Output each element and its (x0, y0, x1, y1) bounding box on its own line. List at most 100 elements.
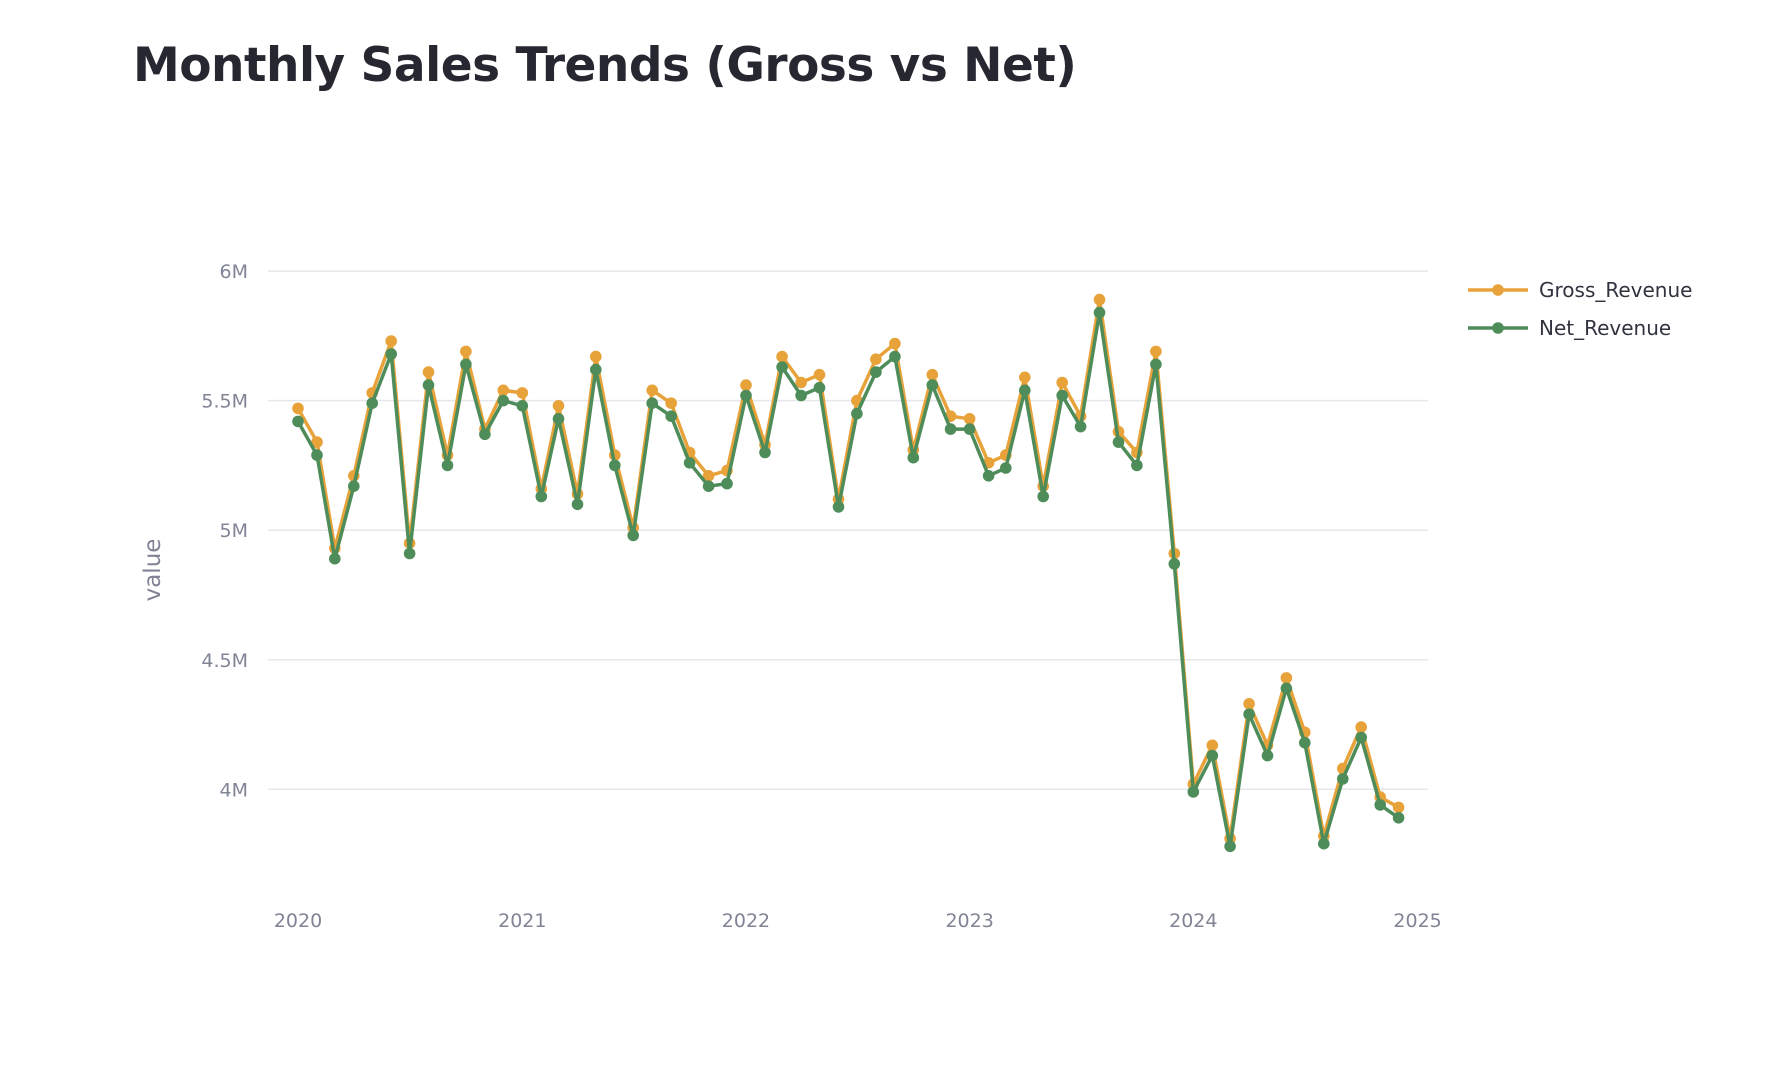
data-point[interactable] (348, 480, 360, 493)
data-point[interactable] (422, 366, 435, 378)
data-point[interactable] (627, 529, 639, 542)
data-point[interactable] (1056, 389, 1068, 402)
data-point[interactable] (479, 428, 491, 441)
data-point[interactable] (1112, 436, 1125, 448)
data-point[interactable] (646, 397, 658, 410)
data-point[interactable] (683, 457, 696, 469)
data-point[interactable] (1337, 773, 1349, 785)
data-point[interactable] (311, 449, 323, 461)
data-point[interactable] (1150, 345, 1162, 358)
data-point[interactable] (366, 397, 379, 410)
data-point[interactable] (1056, 376, 1068, 389)
data-point[interactable] (1299, 736, 1311, 749)
data-point[interactable] (759, 446, 771, 459)
data-point[interactable] (740, 389, 752, 402)
data-point[interactable] (963, 413, 976, 425)
y-axis: 4M 4.5M 5M 5.5M 6M (201, 261, 248, 801)
legend-swatch-marker (1492, 322, 1504, 334)
data-point[interactable] (665, 397, 677, 410)
data-point[interactable] (1150, 358, 1162, 371)
data-point[interactable] (795, 389, 807, 402)
data-point[interactable] (329, 552, 341, 565)
data-point[interactable] (702, 480, 715, 493)
data-point[interactable] (292, 415, 304, 428)
data-point[interactable] (460, 345, 472, 358)
data-point[interactable] (907, 451, 920, 464)
data-point[interactable] (1374, 799, 1386, 811)
data-point[interactable] (590, 363, 602, 376)
data-point[interactable] (740, 379, 752, 391)
data-point[interactable] (1093, 293, 1106, 306)
data-point[interactable] (385, 348, 398, 360)
data-point[interactable] (385, 335, 398, 347)
data-point[interactable] (497, 394, 510, 407)
legend[interactable]: Gross_Revenue Net_Revenue (1468, 278, 1692, 340)
data-point[interactable] (1131, 459, 1143, 472)
data-point[interactable] (646, 384, 658, 397)
data-point[interactable] (552, 400, 565, 412)
data-point[interactable] (1206, 749, 1219, 762)
data-point[interactable] (795, 376, 807, 389)
data-point[interactable] (441, 459, 454, 472)
x-tick-label: 2020 (274, 910, 322, 932)
data-point[interactable] (665, 410, 677, 423)
data-point[interactable] (982, 470, 995, 482)
data-point[interactable] (571, 498, 584, 511)
data-point[interactable] (535, 490, 548, 503)
data-point[interactable] (1000, 462, 1012, 474)
data-point[interactable] (1392, 812, 1405, 824)
data-point[interactable] (1355, 721, 1367, 733)
data-point[interactable] (422, 379, 435, 391)
data-point[interactable] (403, 547, 416, 560)
data-point[interactable] (1037, 490, 1049, 503)
data-point[interactable] (870, 366, 882, 378)
data-point[interactable] (516, 400, 529, 412)
x-tick-label: 2025 (1393, 910, 1441, 932)
data-point[interactable] (702, 470, 715, 482)
data-point[interactable] (1243, 698, 1255, 710)
page-title: Monthly Sales Trends (Gross vs Net) (133, 38, 1077, 93)
data-point[interactable] (776, 361, 788, 373)
data-point[interactable] (813, 368, 826, 381)
data-point[interactable] (609, 459, 621, 472)
data-point[interactable] (926, 379, 939, 391)
legend-item-net-revenue[interactable]: Net_Revenue (1468, 316, 1671, 340)
data-point[interactable] (889, 337, 901, 350)
data-point[interactable] (1280, 682, 1293, 695)
data-point[interactable] (1280, 672, 1293, 684)
data-point[interactable] (590, 350, 602, 363)
data-point[interactable] (1074, 420, 1087, 433)
data-point[interactable] (1187, 786, 1200, 798)
legend-item-gross-revenue[interactable]: Gross_Revenue (1468, 278, 1692, 302)
data-point[interactable] (776, 350, 788, 363)
data-point[interactable] (460, 358, 472, 371)
data-point[interactable] (1392, 801, 1405, 814)
data-point[interactable] (516, 387, 529, 399)
data-point[interactable] (552, 413, 565, 425)
data-point[interactable] (1019, 384, 1031, 397)
data-point[interactable] (1355, 731, 1367, 744)
y-axis-title: value (140, 539, 166, 602)
data-point[interactable] (944, 423, 957, 435)
data-point[interactable] (870, 353, 882, 366)
data-point[interactable] (813, 381, 826, 394)
data-point[interactable] (497, 384, 510, 397)
data-point[interactable] (1243, 708, 1255, 720)
data-point[interactable] (721, 477, 733, 490)
data-point[interactable] (1168, 558, 1181, 570)
data-point[interactable] (292, 402, 304, 415)
data-point[interactable] (1093, 306, 1106, 319)
data-point[interactable] (1318, 837, 1330, 850)
data-point[interactable] (1224, 840, 1236, 853)
y-tick-label: 5M (220, 520, 248, 542)
data-point[interactable] (889, 350, 901, 363)
data-point[interactable] (1019, 371, 1031, 384)
data-point[interactable] (1261, 749, 1274, 762)
data-point[interactable] (832, 501, 845, 513)
data-point[interactable] (311, 436, 323, 448)
data-point[interactable] (851, 407, 863, 420)
data-point[interactable] (963, 423, 976, 435)
data-point[interactable] (1206, 739, 1219, 752)
data-point[interactable] (926, 368, 939, 381)
